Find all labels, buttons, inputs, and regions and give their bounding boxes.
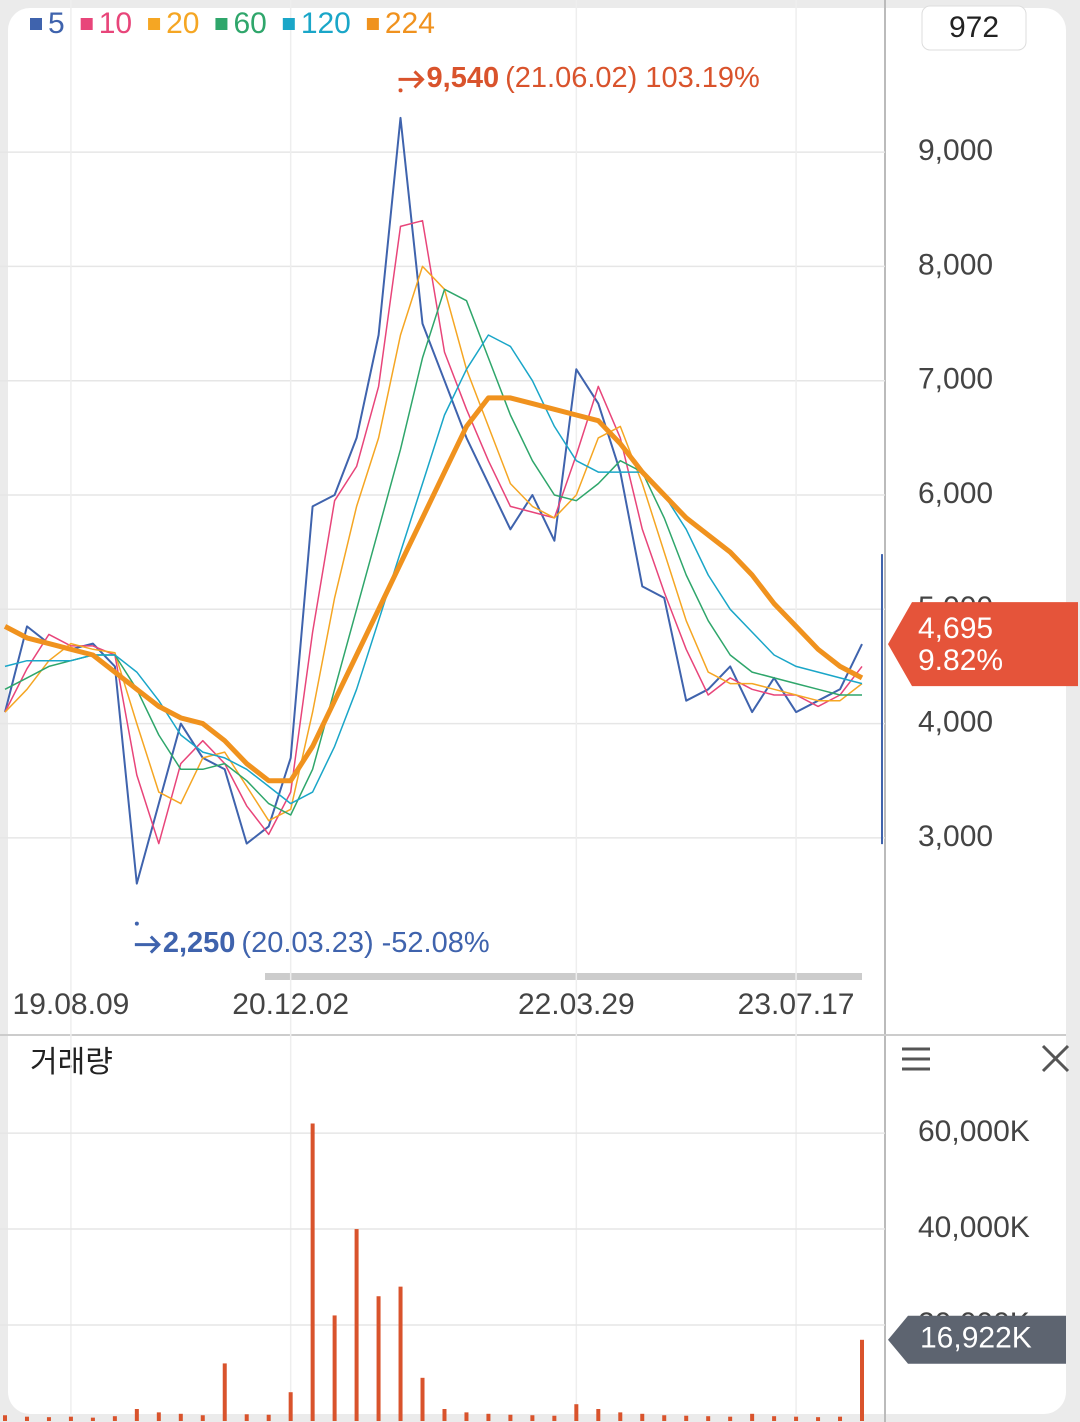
volume-bar	[464, 1412, 469, 1421]
volume-bar	[772, 1416, 777, 1421]
legend-swatch	[215, 18, 228, 30]
arrow	[134, 935, 161, 954]
legend-swatch	[366, 18, 379, 30]
y-tick-label: 6,000	[918, 477, 993, 510]
volume-bar	[222, 1363, 227, 1421]
legend-swatch	[80, 18, 93, 30]
last-volume: 16,922K	[920, 1322, 1032, 1355]
legend-item: 60	[215, 7, 267, 40]
volume-bar	[24, 1416, 29, 1421]
extreme-change: 103.19%	[645, 62, 760, 94]
ma-line	[4, 219, 863, 845]
volume-bar	[354, 1229, 359, 1421]
y-tick-label: 8,000	[918, 248, 993, 281]
volume-bar	[552, 1415, 557, 1421]
volume-bar	[200, 1415, 205, 1421]
y-tick-label: 3,000	[918, 820, 993, 853]
y-tick-label: 7,000	[918, 363, 993, 396]
legend-label: 10	[99, 7, 132, 40]
volume-bar	[860, 1339, 864, 1421]
ma-line	[4, 265, 863, 822]
volume-bar	[68, 1416, 73, 1421]
volume-bar	[508, 1414, 513, 1421]
x-tick-label: 23.07.17	[738, 988, 855, 1021]
legend-item: 20	[148, 7, 199, 40]
volume-bar	[838, 1416, 843, 1421]
ma-line	[4, 288, 862, 816]
legend-label: 224	[385, 7, 435, 40]
x-tick-label: 22.03.29	[518, 988, 635, 1021]
badge-box	[921, 5, 1027, 51]
volume-bar	[266, 1414, 271, 1421]
legend-swatch	[30, 18, 42, 30]
last-change: 9.82%	[918, 644, 1003, 677]
volume-bar	[662, 1415, 667, 1421]
legend-label: 5	[48, 7, 65, 40]
volume-bar	[486, 1413, 491, 1421]
scrollbar[interactable]	[265, 973, 862, 980]
volume-bar	[310, 1123, 315, 1421]
last-tag	[888, 1315, 1066, 1364]
close-icon[interactable]	[1041, 1044, 1070, 1073]
legend-label: 20	[166, 7, 199, 40]
extreme-date: (20.03.23)	[241, 927, 373, 959]
extreme-change: -52.08%	[382, 927, 490, 959]
volume-bar	[596, 1409, 601, 1421]
legend-label: 120	[301, 7, 351, 40]
ma-line	[4, 334, 863, 805]
volume-bar	[728, 1416, 733, 1421]
ma-line	[3, 395, 864, 784]
menu-icon[interactable]	[902, 1047, 930, 1071]
volume-bar	[398, 1286, 403, 1421]
volume-bar	[3, 1415, 7, 1421]
y-tick-label: 40,000K	[918, 1211, 1030, 1244]
volume-bar	[178, 1413, 183, 1421]
volume-bar	[442, 1409, 447, 1421]
y-tick-label: 60,000K	[918, 1115, 1030, 1148]
volume-bar	[46, 1417, 51, 1421]
volume-bar	[794, 1416, 799, 1421]
last-tag	[888, 602, 1078, 687]
volume-bar	[420, 1377, 425, 1421]
volume-bar	[376, 1296, 381, 1421]
legend-item: 120	[282, 7, 351, 40]
legend-item: 224	[366, 7, 435, 40]
legend-item: 10	[80, 7, 132, 40]
x-tick-label: 20.12.02	[232, 988, 349, 1021]
volume-bar	[574, 1404, 579, 1421]
legend-item: 5	[30, 7, 65, 40]
volume-bar	[618, 1412, 623, 1421]
legend-label: 60	[233, 7, 266, 40]
volume-bar	[530, 1415, 535, 1421]
y-tick-label: 4,000	[918, 705, 993, 738]
volume-bar	[244, 1414, 249, 1421]
volume-bar	[750, 1413, 755, 1421]
x-tick-label: 19.08.09	[13, 988, 130, 1021]
volume-bar	[332, 1315, 337, 1421]
extreme-point	[134, 921, 139, 926]
volume-bar	[156, 1412, 161, 1421]
extreme-price: 2,250	[163, 927, 236, 959]
arrow	[398, 70, 425, 89]
volume-bar	[816, 1417, 821, 1421]
volume-bar	[134, 1409, 139, 1421]
extreme-point	[398, 88, 403, 93]
extreme-price: 9,540	[427, 62, 500, 94]
volume-bar	[112, 1416, 117, 1421]
last-price: 4,695	[918, 612, 993, 645]
legend-swatch	[282, 18, 295, 30]
volume-bar	[288, 1392, 293, 1421]
y-tick-label: 9,000	[918, 134, 993, 167]
badge: 972	[949, 11, 999, 44]
volume-bar	[640, 1413, 645, 1421]
extreme-date: (21.06.02)	[505, 62, 637, 94]
legend-swatch	[148, 18, 161, 30]
volume-bar	[706, 1416, 711, 1421]
volume-bar	[684, 1415, 689, 1421]
volume-bar	[90, 1417, 95, 1421]
card	[8, 8, 1066, 1414]
